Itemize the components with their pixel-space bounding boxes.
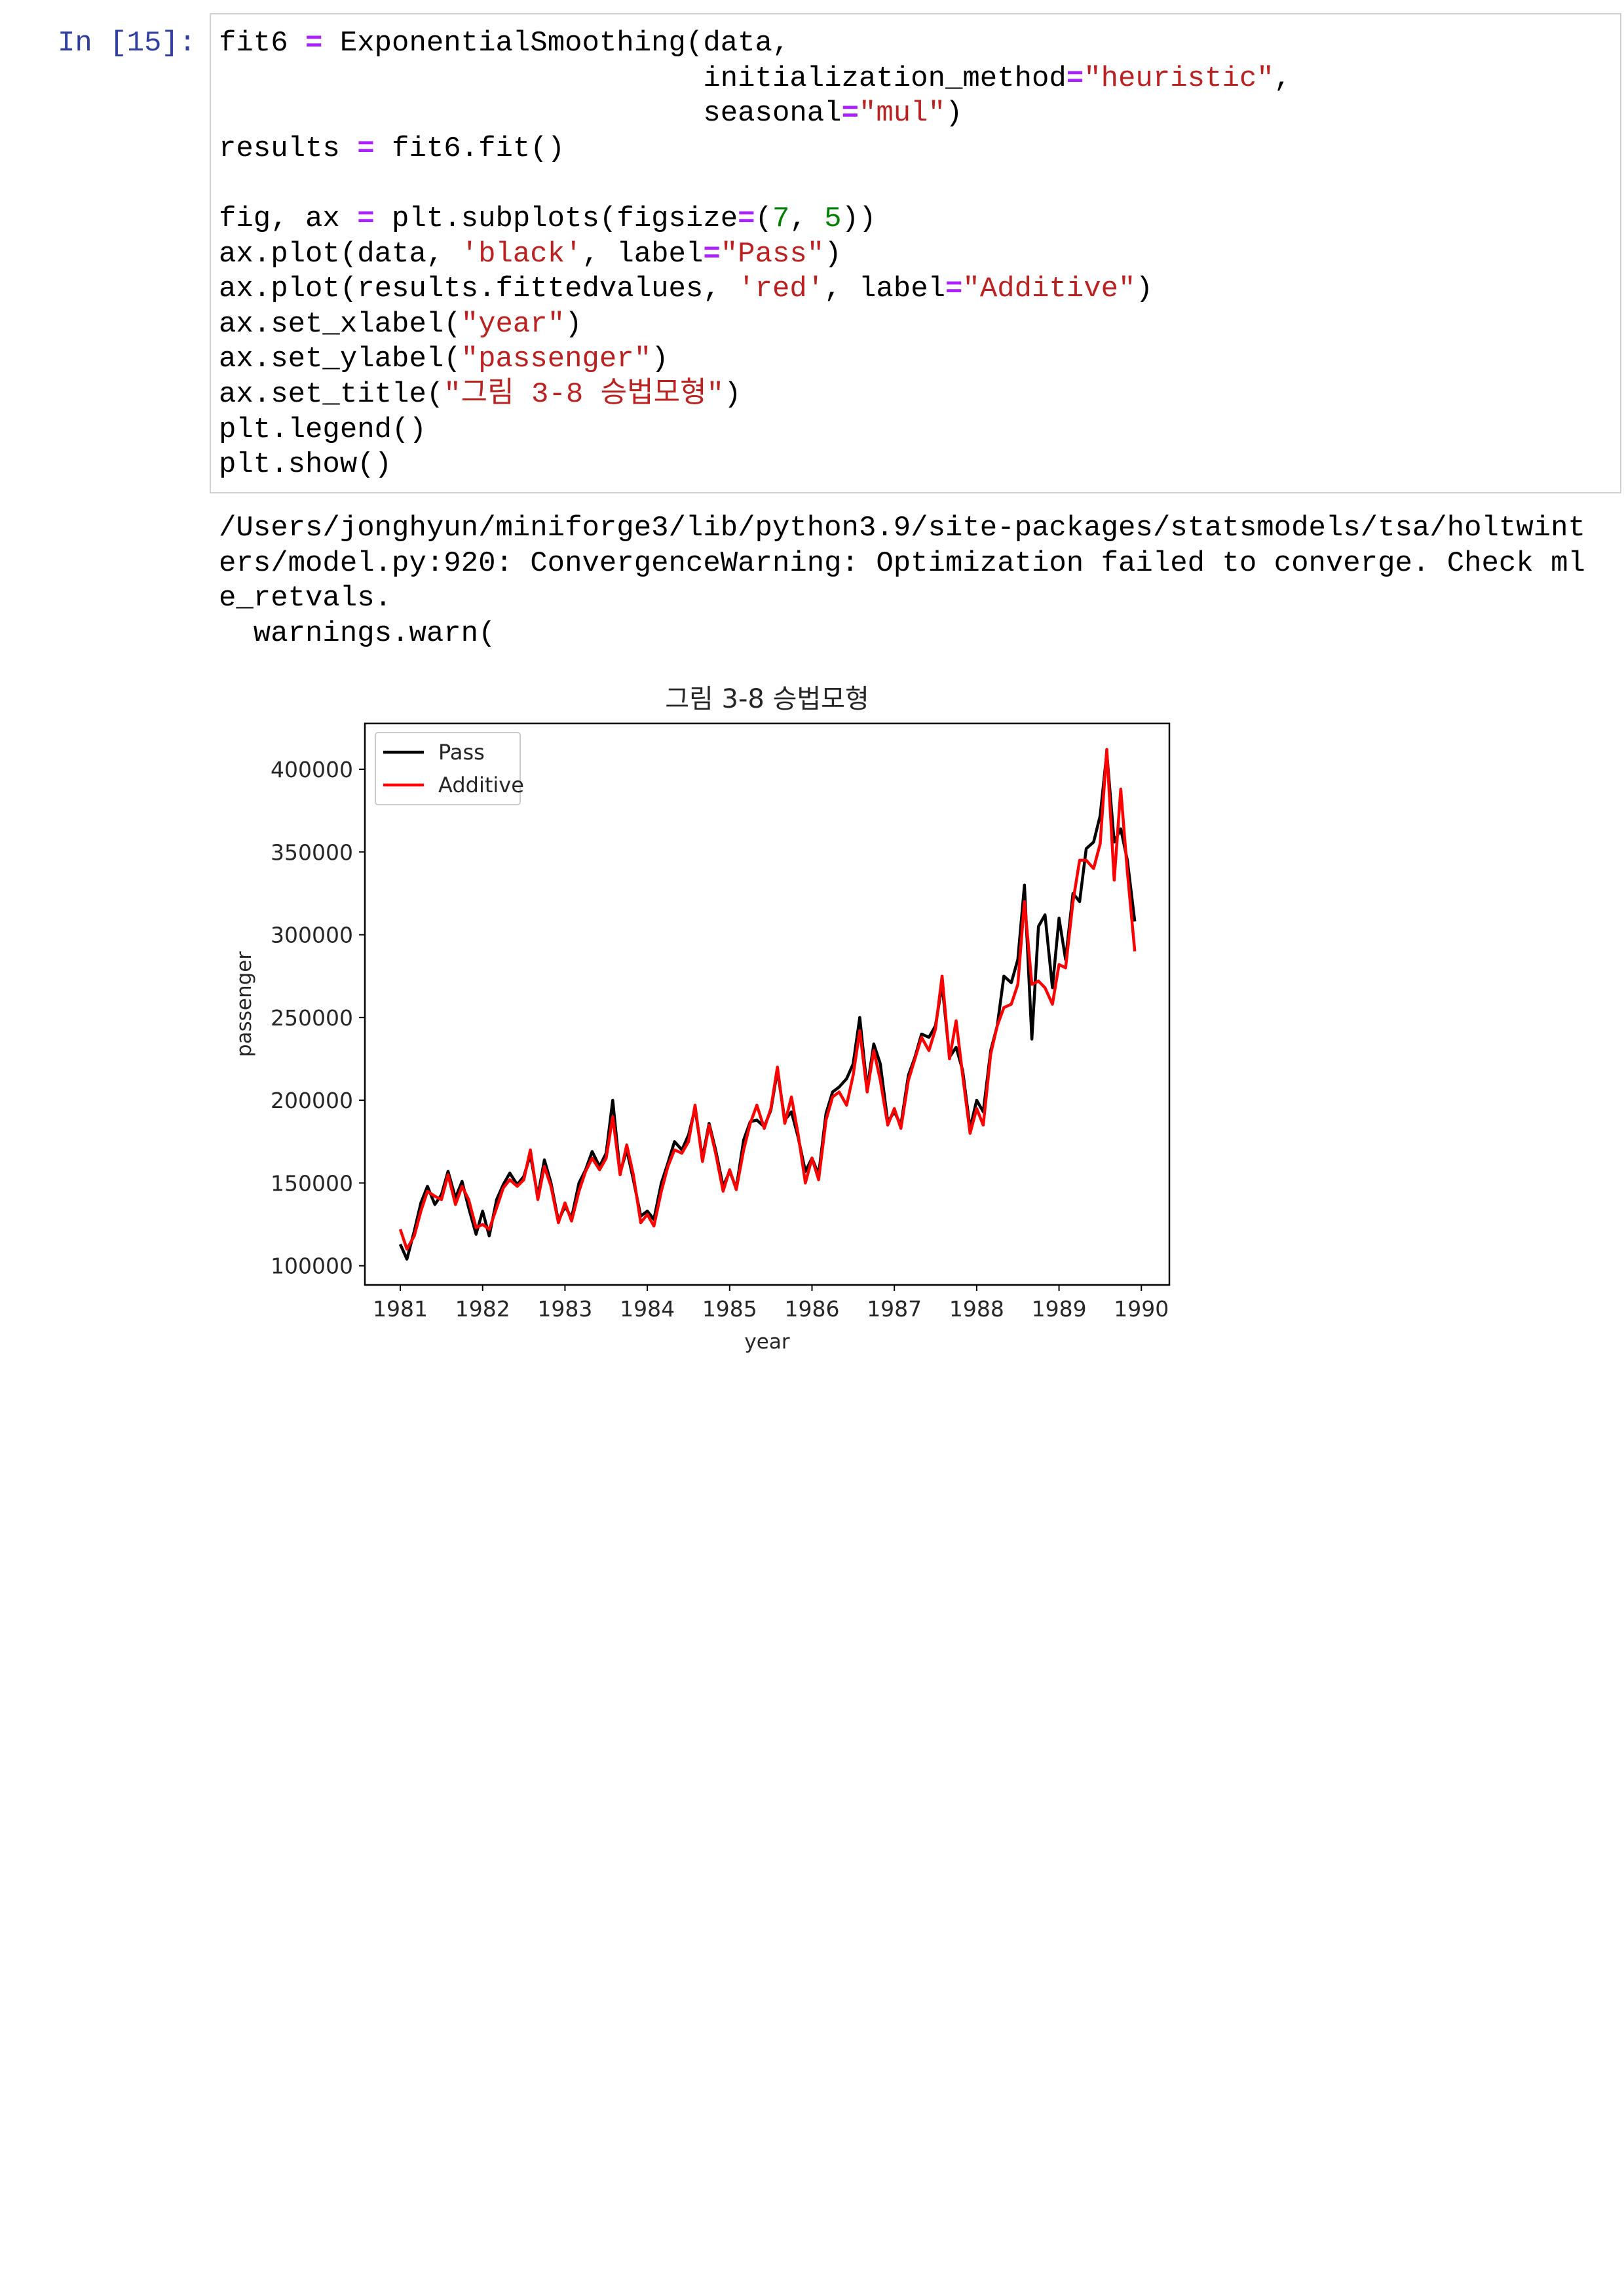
code-token: "mul": [858, 97, 945, 130]
code-line: initialization_method="heuristic",: [219, 62, 1291, 97]
code-token: 'red': [738, 273, 825, 306]
x-tick-label: 1983: [537, 1296, 592, 1322]
code-token: ): [651, 343, 669, 376]
code-line: ax.plot(results.fittedvalues, 'red', lab…: [219, 272, 1291, 307]
y-tick-label: 100000: [271, 1253, 353, 1279]
code-token: ): [723, 377, 742, 411]
code-token: , label: [582, 237, 704, 271]
code-token: ax.set_title(: [219, 377, 444, 411]
code-line: seasonal="mul"): [219, 96, 1291, 132]
output: /Users/jonghyun/miniforge3/lib/python3.9…: [219, 511, 1585, 651]
x-tick-label: 1989: [1032, 1296, 1087, 1322]
code-cell[interactable]: [210, 13, 1621, 493]
code-line: ax.set_title("그림 3-8 승법모형"): [219, 377, 1291, 413]
y-tick-label: 250000: [271, 1005, 353, 1031]
code-token: "heuristic": [1084, 62, 1274, 95]
x-tick-label: 1988: [949, 1296, 1004, 1322]
code-line: plt.legend(): [219, 413, 1291, 448]
code-token: =: [738, 202, 755, 235]
x-axis-label: year: [744, 1330, 789, 1354]
code-token: )): [841, 202, 877, 235]
code-token: =: [357, 202, 375, 235]
code: fit6 = ExponentialSmoothing(data, initia…: [219, 26, 1291, 483]
code-token: ): [824, 237, 842, 271]
code-token: ): [565, 307, 582, 341]
plot-frame: [364, 722, 1171, 1286]
code-token: plt.subplots(figsize: [374, 202, 738, 235]
code-token: ): [1135, 273, 1153, 306]
code-token: , label: [824, 273, 946, 306]
code-line: ax.plot(data, 'black', label="Pass"): [219, 237, 1291, 273]
code-token: "year": [461, 307, 565, 341]
x-tick-label: 1987: [867, 1296, 922, 1322]
code-token: "Pass": [720, 237, 825, 271]
series-line: [398, 748, 1137, 1251]
x-tick-label: 1990: [1114, 1296, 1169, 1322]
cell-prompt: In [15]:: [58, 27, 197, 60]
code-token: =: [357, 132, 375, 165]
code-token: ,: [789, 202, 825, 235]
x-tick-label: 1984: [620, 1296, 675, 1322]
code-token: "Additive": [962, 273, 1136, 306]
code-token: ,: [1274, 62, 1292, 95]
code-token: ): [945, 97, 963, 130]
output-line: e_retvals.: [219, 582, 392, 615]
code-token: initialization_method: [219, 62, 1067, 95]
code-token: fit6.fit(): [374, 132, 565, 165]
code-token: "passenger": [461, 343, 652, 376]
legend-label: Pass: [438, 740, 485, 765]
y-axis-label: passenger: [233, 951, 256, 1057]
code-token: ax.set_xlabel(: [219, 307, 461, 341]
code-token: seasonal: [219, 97, 842, 130]
code-token: =: [305, 27, 323, 60]
code-line: ax.set_xlabel("year"): [219, 307, 1291, 343]
code-token: plt.legend(): [219, 413, 426, 446]
code-token: plt.show(): [219, 448, 392, 482]
output-line: warnings.warn(: [219, 617, 496, 650]
y-tick-label: 350000: [271, 839, 353, 865]
x-tick-label: 1981: [373, 1296, 428, 1322]
code-token: =: [945, 273, 963, 306]
y-tick-label: 300000: [271, 923, 353, 948]
code-token: =: [841, 97, 859, 130]
code-line: fit6 = ExponentialSmoothing(data,: [219, 26, 1291, 62]
code-line: results = fit6.fit(): [219, 132, 1291, 167]
code-line: ax.set_ylabel("passenger"): [219, 342, 1291, 377]
y-tick-label: 400000: [271, 757, 353, 782]
chart-title: 그림 3-8 승법모형: [665, 684, 869, 714]
x-tick-label: 1985: [702, 1296, 757, 1322]
code-token: fit6: [219, 27, 306, 60]
code-token: ExponentialSmoothing(data,: [322, 27, 790, 60]
code-token: 5: [824, 202, 842, 235]
code-token: (: [755, 202, 772, 235]
legend-label: Additive: [438, 773, 524, 797]
y-tick-label: 150000: [271, 1170, 353, 1196]
legend-box: [375, 732, 521, 805]
code-line: fig, ax = plt.subplots(figsize=(7, 5)): [219, 202, 1291, 237]
output-line: ers/model.py:920: ConvergenceWarning: Op…: [219, 546, 1585, 580]
y-tick-label: 200000: [271, 1088, 353, 1113]
code-token: ax.plot(data,: [219, 237, 461, 271]
code-token: =: [1066, 62, 1084, 95]
code-token: 'black': [461, 237, 582, 271]
code-token: results: [219, 132, 358, 165]
code-token: =: [703, 237, 721, 271]
code-line: plt.show(): [219, 448, 1291, 483]
code-token: ax.set_ylabel(: [219, 343, 461, 376]
x-tick-label: 1986: [785, 1296, 840, 1322]
code-token: fig, ax: [219, 202, 358, 235]
code-token: 7: [772, 202, 790, 235]
code-token: ax.plot(results.fittedvalues,: [219, 273, 738, 306]
x-tick-label: 1982: [455, 1296, 510, 1322]
series-line: [398, 751, 1137, 1261]
chart: 그림 3-8 승법모형 100000 150000 200000 250000 30000…: [233, 684, 1171, 1354]
code-token: "그림 3-8 승법모형": [444, 377, 724, 411]
output-line: /Users/jonghyun/miniforge3/lib/python3.9…: [219, 512, 1585, 545]
